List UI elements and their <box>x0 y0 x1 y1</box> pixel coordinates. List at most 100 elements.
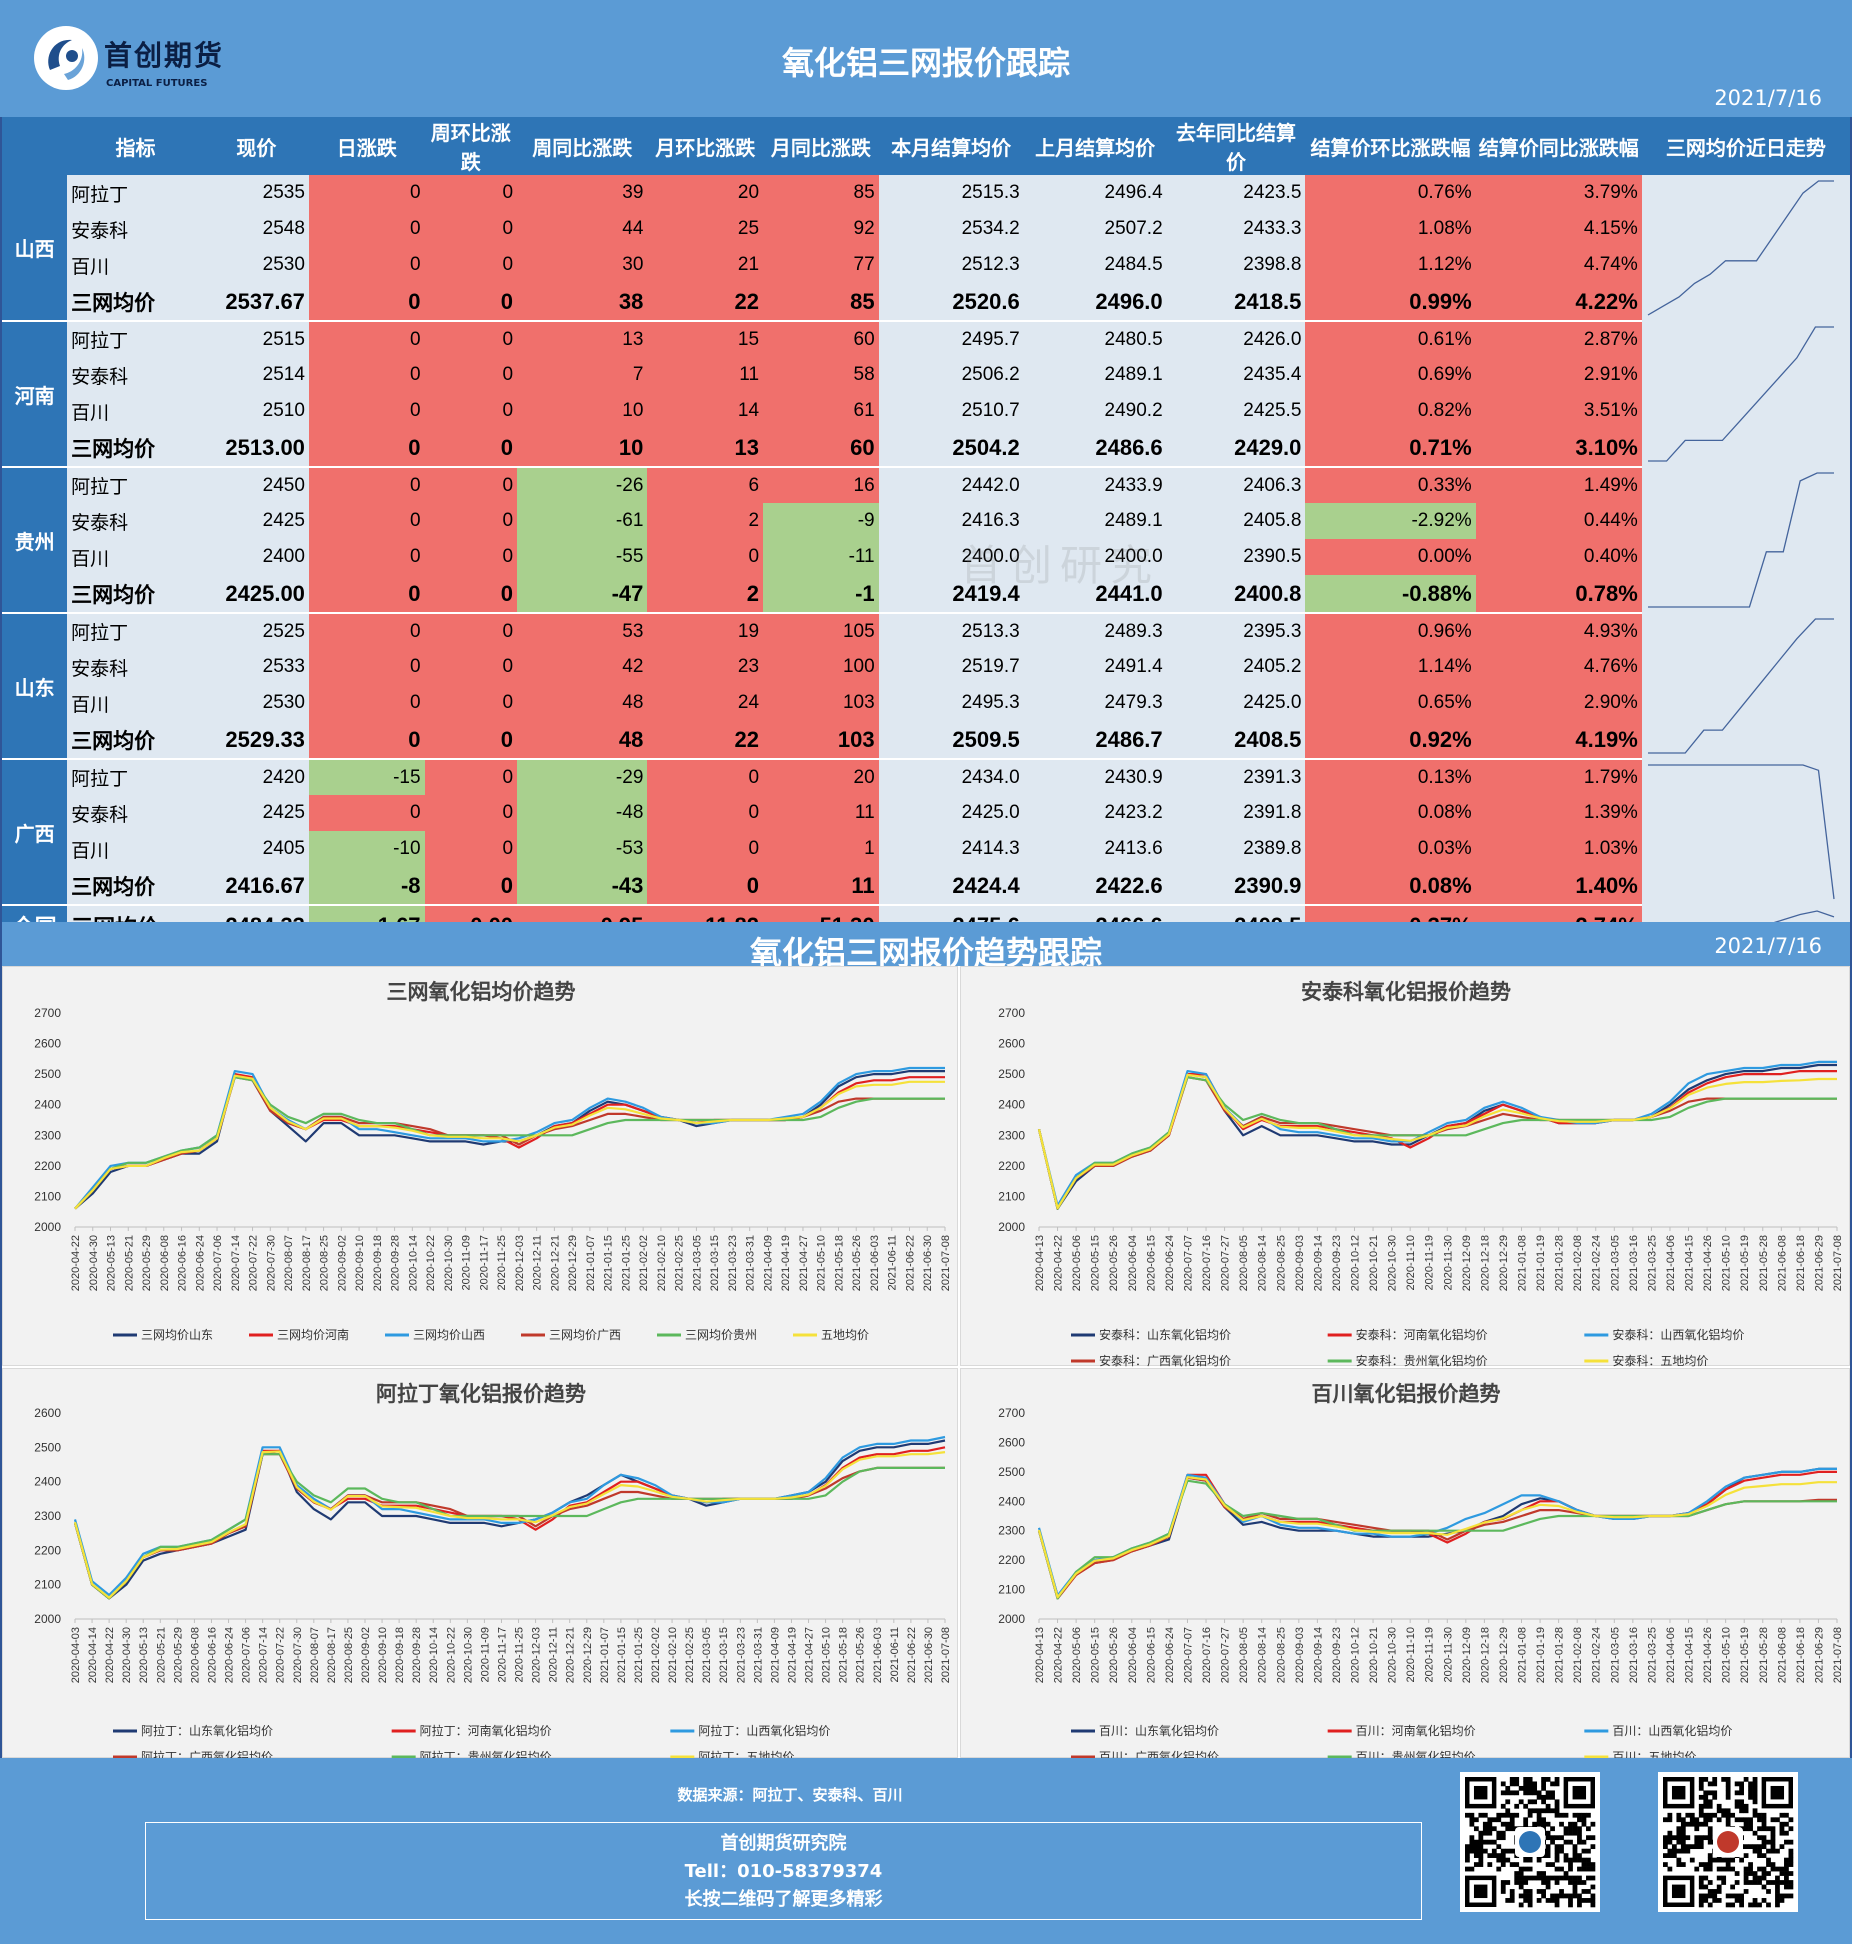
x-tick-label: 2020-06-15 <box>1145 1627 1157 1683</box>
trend-sparkline <box>1647 764 1835 900</box>
value-cell: 48 <box>517 685 648 721</box>
x-tick-label: 2020-04-13 <box>1034 1627 1046 1683</box>
region-average-row: 三网均价 2537.67 0 0 38 22 85 2520.6 2496.0 2418.5 0.9… <box>2 283 1850 322</box>
value-cell: -29 <box>517 759 648 795</box>
legend-label: 百川：山西氧化铝均价 <box>1612 1723 1732 1738</box>
value-cell: 2414.3 <box>878 831 1024 867</box>
value-cell: 53 <box>517 613 648 649</box>
region-average-row: 三网均价 2529.33 0 0 48 22 103 2509.5 2486.7 2408.5 0.… <box>2 721 1850 760</box>
x-tick-label: 2020-06-24 <box>194 1235 206 1291</box>
x-tick-label: 2021-03-05 <box>701 1627 713 1683</box>
x-tick-label: 2020-07-07 <box>1182 1627 1194 1683</box>
x-tick-label: 2020-05-15 <box>1090 1235 1102 1291</box>
x-tick-label: 2020-07-22 <box>275 1627 287 1683</box>
source-name: 百川 <box>67 685 204 721</box>
x-tick-label: 2021-06-29 <box>1813 1627 1825 1683</box>
x-tick-label: 2020-09-18 <box>394 1627 406 1683</box>
qr-code-icon[interactable] <box>1460 1772 1600 1912</box>
table-header-row: 指标 现价 日涨跌 周环比涨跌 周同比涨跌 月环比涨跌 月同比涨跌 本月结算均价 上月结算均价去… <box>2 117 1850 175</box>
value-cell: 77 <box>763 247 879 283</box>
value-cell: 0 <box>424 867 518 906</box>
chart-title: 安泰科氧化铝报价趋势 <box>1301 980 1511 1004</box>
value-cell: 2495.7 <box>878 321 1024 357</box>
x-tick-label: 2020-10-12 <box>1349 1627 1361 1683</box>
value-cell: 0 <box>424 649 518 685</box>
x-tick-label: 2021-07-08 <box>940 1627 952 1683</box>
column-header: 现价 <box>203 117 309 175</box>
value-cell: 2416.3 <box>878 503 1024 539</box>
x-tick-label: 2020-07-30 <box>292 1627 304 1683</box>
source-name: 百川 <box>67 539 204 575</box>
value-cell: 0 <box>308 247 425 283</box>
x-tick-label: 2020-07-14 <box>258 1627 270 1683</box>
trend-sparkline <box>1647 180 1834 316</box>
source-name: 三网均价 <box>67 867 204 906</box>
x-tick-label: 2020-11-10 <box>1405 1235 1417 1290</box>
value-cell: 2400 <box>203 539 309 575</box>
source-name: 百川 <box>67 247 204 283</box>
value-cell: 4.15% <box>1475 211 1642 247</box>
x-tick-label: 2021-04-15 <box>1684 1235 1696 1291</box>
qr-tip: 长按二维码了解更多精彩 <box>684 1889 883 1910</box>
value-cell: 13 <box>647 429 764 468</box>
x-tick-label: 2020-12-29 <box>1498 1235 1510 1291</box>
x-tick-label: 2021-06-30 <box>922 1235 934 1291</box>
x-tick-label: 2020-05-21 <box>123 1235 135 1291</box>
y-tick-label: 2500 <box>34 1067 61 1081</box>
value-cell: -0.88% <box>1305 575 1476 614</box>
charts-area: 三网氧化铝均价趋势 2000 2100 2200 2300 2400 2500 2600 270… <box>2 966 1850 1759</box>
legend-label: 三网均价山东 <box>141 1328 213 1342</box>
legend-label: 安泰科：山西氧化铝均价 <box>1612 1327 1744 1342</box>
value-cell: 1.79% <box>1475 759 1642 795</box>
x-tick-label: 2021-03-31 <box>745 1235 757 1291</box>
value-cell: 0.61% <box>1305 321 1476 357</box>
x-tick-label: 2020-06-08 <box>159 1235 171 1291</box>
chart-title: 百川氧化铝报价趋势 <box>1312 1382 1501 1406</box>
source-name: 阿拉丁 <box>67 467 204 503</box>
value-cell: 21 <box>647 247 764 283</box>
x-tick-label: 2021-01-25 <box>633 1627 645 1683</box>
value-cell: 3.79% <box>1475 175 1642 211</box>
value-cell: 2513.00 <box>203 429 309 468</box>
value-cell: 0.78% <box>1475 575 1642 614</box>
x-tick-label: 2020-12-18 <box>1479 1235 1491 1291</box>
x-tick-label: 2021-03-05 <box>1609 1627 1621 1683</box>
line-chart: 阿拉丁氧化铝报价趋势 2000 2100 2200 2300 2400 2500 2600 20… <box>2 1368 958 1759</box>
x-tick-label: 2020-05-13 <box>106 1235 118 1291</box>
qr-code-icon[interactable] <box>1658 1772 1798 1912</box>
legend-label: 阿拉丁：广西氧化铝均价 <box>141 1749 273 1759</box>
y-tick-label: 2200 <box>34 1159 61 1173</box>
region-label: 山东 <box>2 613 68 760</box>
value-cell: 19 <box>647 613 764 649</box>
x-tick-label: 2020-04-22 <box>104 1627 116 1683</box>
value-cell: -8 <box>308 867 425 906</box>
value-cell: 0 <box>424 393 518 429</box>
value-cell: 2413.6 <box>1023 831 1167 867</box>
value-cell: 11 <box>647 357 764 393</box>
price-table: 指标 现价 日涨跌 周环比涨跌 周同比涨跌 月环比涨跌 月同比涨跌 本月结算均价 上月结算均价去… <box>2 117 1850 945</box>
value-cell: 0.44% <box>1475 503 1642 539</box>
legend-label: 三网均价河南 <box>277 1327 349 1342</box>
value-cell: 1.40% <box>1475 867 1642 906</box>
logo-swirl-icon <box>34 26 98 90</box>
x-tick-label: 2021-02-25 <box>674 1235 686 1291</box>
value-cell: 2530 <box>203 685 309 721</box>
value-cell: 0 <box>424 247 518 283</box>
x-tick-label: 2020-06-16 <box>206 1627 218 1683</box>
x-tick-label: 2021-04-27 <box>798 1235 810 1291</box>
x-tick-label: 2020-10-22 <box>445 1627 457 1683</box>
value-cell: 0.92% <box>1305 721 1476 760</box>
y-tick-label: 2500 <box>34 1440 61 1454</box>
x-tick-label: 2021-03-16 <box>1628 1235 1640 1291</box>
series-line <box>1037 1467 1837 1597</box>
top-header: 首创期货 CAPITAL FUTURES 氧化铝三网报价跟踪 2021/7/16 <box>0 0 1852 117</box>
series-line <box>1037 1060 1837 1207</box>
value-cell: 0 <box>308 721 425 760</box>
value-cell: 0 <box>308 211 425 247</box>
x-tick-label: 2020-11-17 <box>496 1627 508 1682</box>
x-tick-label: 2021-04-26 <box>1702 1235 1714 1291</box>
trend-section-header: 氧化铝三网报价趋势跟踪 2021/7/16 <box>2 922 1850 972</box>
x-tick-label: 2021-07-08 <box>1832 1235 1844 1291</box>
legend-label: 百川：山东氧化铝均价 <box>1099 1723 1219 1738</box>
x-tick-label: 2020-04-14 <box>87 1627 99 1683</box>
